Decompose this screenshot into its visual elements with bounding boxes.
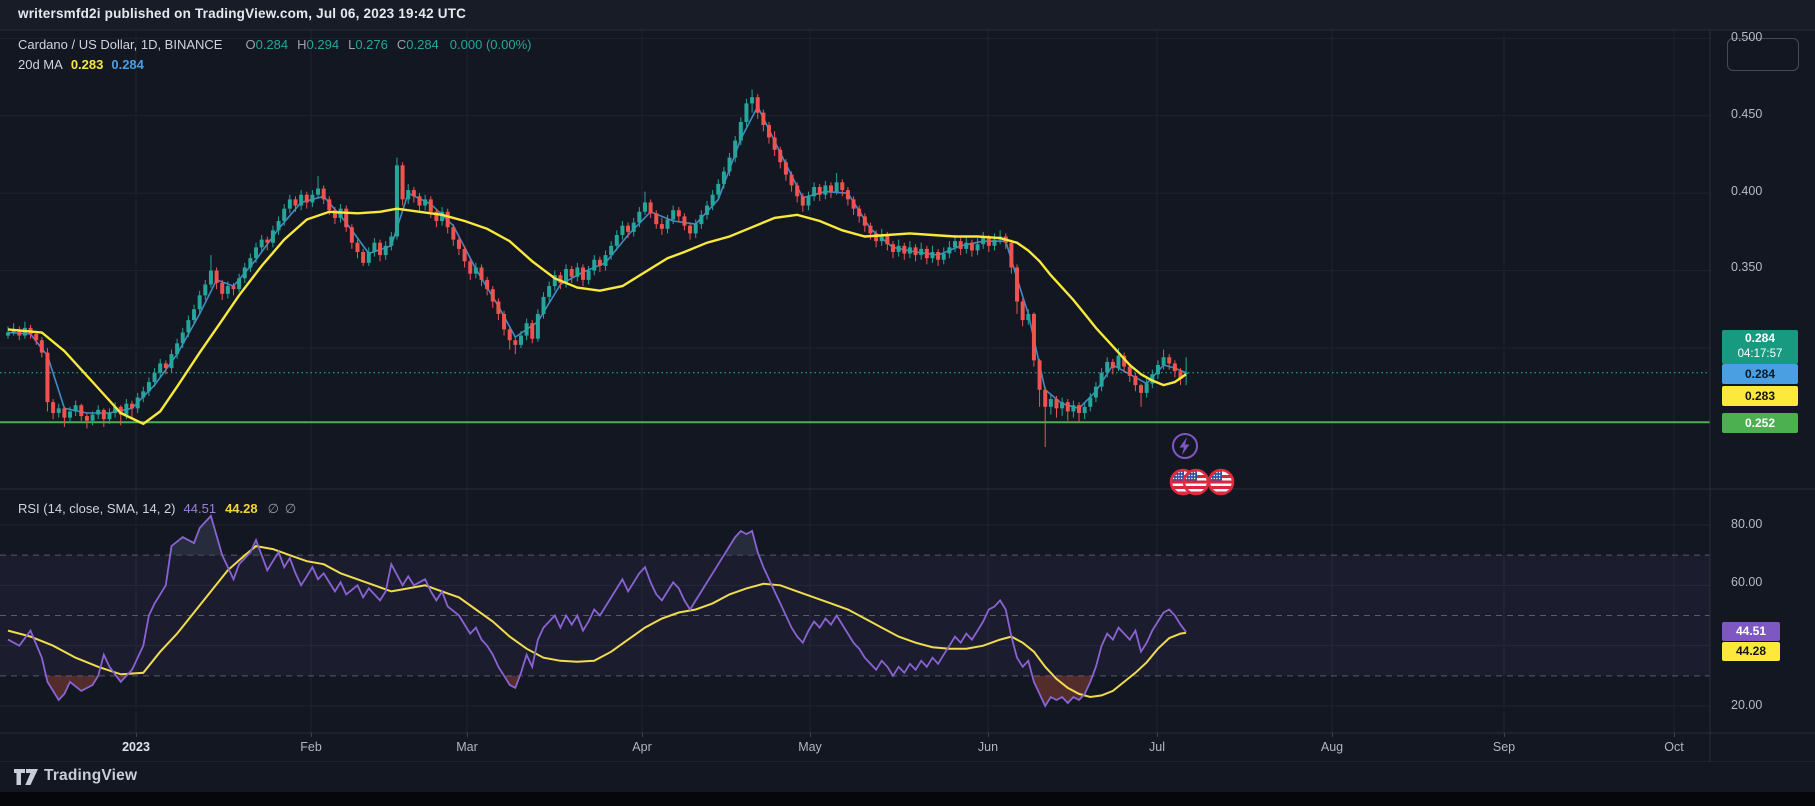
open-label: O: [245, 37, 256, 52]
time-axis-label: 2023: [122, 740, 150, 754]
time-axis-label: Feb: [300, 740, 322, 754]
tradingview-logo-icon[interactable]: [13, 766, 43, 788]
rsi-axis-label: 60.00: [1731, 575, 1763, 589]
ma-price-badge: 0.283: [1722, 386, 1798, 406]
time-axis-tick: [136, 733, 137, 737]
low-value: 0.276: [355, 37, 388, 52]
ma-value-yellow: 0.283: [70, 57, 104, 72]
rsi-ma-value-badge: 44.28: [1722, 642, 1780, 661]
symbol-legend: Cardano / US Dollar, 1D, BINANCE O0.284 H0…: [18, 37, 531, 52]
time-axis-label: Sep: [1492, 740, 1516, 754]
published-by-text: writersmfd2i published on TradingView.co…: [18, 6, 467, 21]
support-price-badge: 0.252: [1722, 413, 1798, 433]
ma-price-badge: 0.284: [1722, 364, 1798, 384]
symbol-title: Cardano / US Dollar, 1D, BINANCE: [18, 37, 223, 52]
ma-20-line: [7, 207, 1187, 426]
time-axis-label: Oct: [1664, 740, 1684, 754]
ma-label: 20d MA: [18, 57, 63, 72]
rsi-value: 44.51: [183, 501, 217, 516]
time-axis-tick: [1674, 733, 1675, 737]
price-axis-label: 0.400: [1731, 184, 1763, 198]
time-axis-tick: [311, 733, 312, 737]
publish-info-bar: writersmfd2i published on TradingView.co…: [0, 0, 1815, 30]
time-axis-tick: [1157, 733, 1158, 737]
time-axis-tick: [1504, 733, 1505, 737]
low-label: L: [348, 37, 356, 52]
last-price-countdown-badge: 0.284 04:17:57: [1722, 330, 1798, 364]
time-axis-tick: [467, 733, 468, 737]
time-axis-label: Jul: [1149, 740, 1165, 754]
ma-value-blue: 0.284: [111, 57, 144, 72]
close-label: C: [396, 37, 407, 52]
bottom-black-strip: [0, 792, 1815, 806]
rsi-line: [7, 514, 1187, 708]
footer-bar: TradingView: [0, 762, 1815, 792]
time-axis-label: Apr: [632, 740, 652, 754]
rsi-ma-line: [7, 545, 1187, 699]
high-value: 0.294: [306, 37, 340, 52]
ma-fast-line: [7, 104, 1187, 414]
rsi-hidden-values: ∅∅: [267, 501, 303, 516]
rsi-label: RSI (14, close, SMA, 14, 2): [18, 501, 176, 516]
tradingview-wordmark[interactable]: TradingView: [44, 767, 138, 784]
time-axis-label: Aug: [1320, 740, 1344, 754]
open-value: 0.284: [255, 37, 289, 52]
time-axis-label: Mar: [456, 740, 478, 754]
rsi-ma-value: 44.28: [225, 501, 258, 516]
rsi-legend: RSI (14, close, SMA, 14, 2) 44.51 44.28 ∅∅: [18, 501, 302, 517]
price-axis-label: 0.450: [1731, 107, 1763, 121]
high-label: H: [297, 37, 307, 52]
rsi-value-badge: 44.51: [1722, 622, 1780, 641]
time-axis-tick: [1332, 733, 1333, 737]
event-markers[interactable]: [1169, 433, 1235, 496]
ma-legend: 20d MA 0.283 0.284: [18, 57, 144, 72]
time-axis-label: May: [798, 740, 822, 754]
close-value: 0.284: [406, 37, 439, 52]
us-flag-event-icon[interactable]: [1207, 468, 1235, 496]
change-value: 0.000 (0.00%): [449, 37, 532, 52]
time-axis-tick: [988, 733, 989, 737]
rsi-axis-label: 20.00: [1731, 698, 1763, 712]
price-axis-label: 0.500: [1731, 30, 1763, 44]
rsi-band-lines: [0, 554, 1710, 677]
snapshot-logo-box: [1727, 38, 1799, 71]
us-flag-event-icon[interactable]: [1182, 468, 1210, 496]
time-axis-label: Jun: [977, 740, 999, 754]
price-axis-label: 0.350: [1731, 260, 1763, 274]
time-axis-tick: [642, 733, 643, 737]
rsi-axis-label: 80.00: [1731, 517, 1763, 531]
time-axis-tick: [810, 733, 811, 737]
candlestick-series: [6, 89, 1189, 448]
rsi-zone-fills: [46, 515, 1093, 706]
